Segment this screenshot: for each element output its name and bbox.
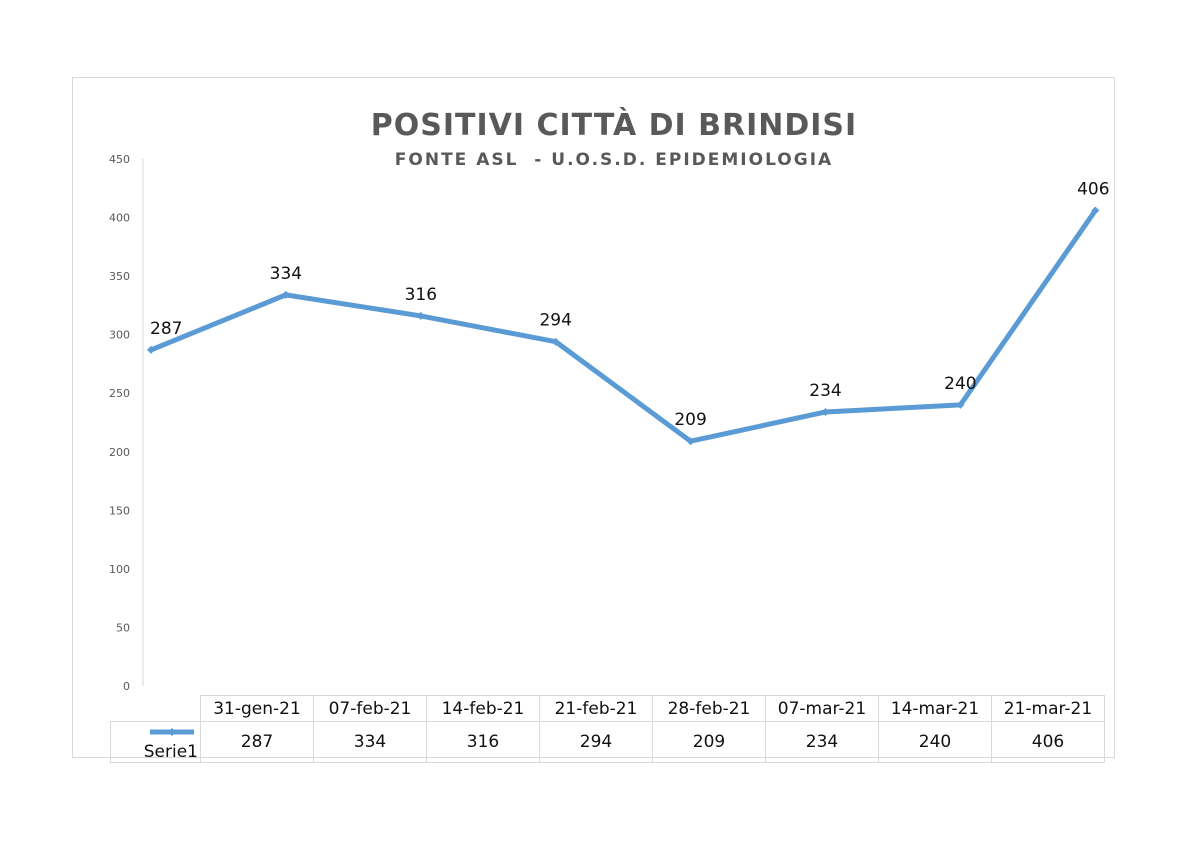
data-label: 406 <box>1077 180 1109 200</box>
data-label: 209 <box>674 410 706 430</box>
y-tick-label: 300 <box>109 329 130 342</box>
data-point <box>1091 206 1100 215</box>
y-tick-label: 450 <box>109 153 130 166</box>
legend-line-icon <box>150 728 194 736</box>
legend-label: Serie1 <box>143 742 198 762</box>
table-value: 234 <box>765 721 879 763</box>
data-point <box>956 400 965 409</box>
data-point <box>551 337 560 346</box>
data-point <box>416 311 425 320</box>
data-label: 234 <box>809 381 841 401</box>
chart-title: POSITIVI CITTÀ DI BRINDISI <box>370 108 858 143</box>
category-label: 21-mar-21 <box>991 695 1105 722</box>
y-tick-label: 50 <box>116 621 130 634</box>
category-label: 31-gen-21 <box>200 695 314 722</box>
legend-cell: Serie1 <box>110 721 201 763</box>
table-value: 287 <box>200 721 314 763</box>
category-label: 21-feb-21 <box>539 695 653 722</box>
data-table: 31-gen-21 07-feb-21 14-feb-21 21-feb-21 28-f… <box>110 695 1105 763</box>
category-label: 14-feb-21 <box>426 695 540 722</box>
table-value: 294 <box>539 721 653 763</box>
data-label: 334 <box>270 264 302 284</box>
data-label: 316 <box>405 285 437 305</box>
data-point <box>821 407 830 416</box>
y-tick-label: 150 <box>109 504 130 517</box>
data-label: 287 <box>150 319 182 339</box>
category-label: 07-mar-21 <box>765 695 879 722</box>
y-tick-label: 400 <box>109 212 130 225</box>
data-point <box>686 437 695 446</box>
chart-subtitle: FONTE ASL - U.O.S.D. EPIDEMIOLOGIA <box>394 150 834 170</box>
y-tick-label: 200 <box>109 446 130 459</box>
data-label: 240 <box>944 374 976 394</box>
category-label: 14-mar-21 <box>878 695 992 722</box>
data-point <box>147 345 155 354</box>
table-value: 334 <box>313 721 427 763</box>
table-value: 406 <box>991 721 1105 763</box>
data-point <box>281 290 290 299</box>
y-tick-label: 0 <box>123 680 130 693</box>
series-line <box>150 209 1098 444</box>
category-label: 07-feb-21 <box>313 695 427 722</box>
category-label: 28-feb-21 <box>652 695 766 722</box>
y-tick-label: 100 <box>109 563 130 576</box>
table-value: 316 <box>426 721 540 763</box>
data-label: 294 <box>539 311 571 331</box>
y-tick-label: 250 <box>109 387 130 400</box>
table-value: 240 <box>878 721 992 763</box>
table-corner <box>111 696 201 722</box>
table-value: 209 <box>652 721 766 763</box>
y-tick-label: 350 <box>109 270 130 283</box>
